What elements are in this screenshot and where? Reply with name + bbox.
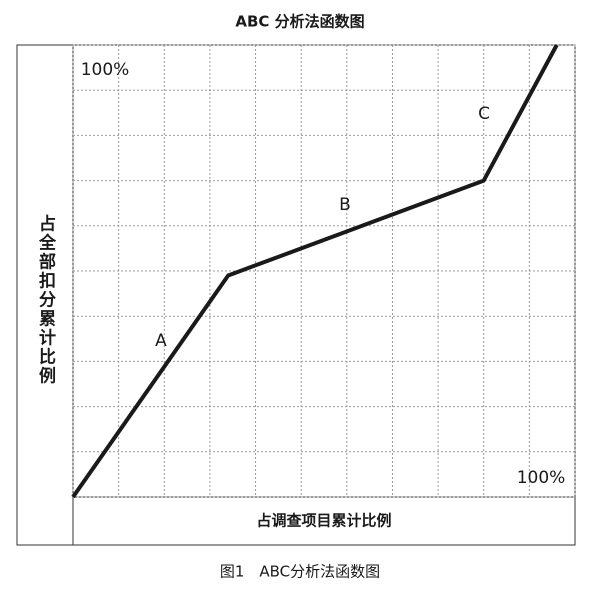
x-axis-label: 占调查项目累计比例 [256, 512, 391, 530]
chart-title: ABC 分析法函数图 [235, 13, 364, 31]
annotation: B [339, 195, 351, 215]
caption: 图1 ABC分析法函数图 [220, 563, 380, 581]
annotation: A [155, 331, 167, 351]
annotation: 100% [517, 468, 566, 488]
annotation: C [478, 104, 490, 124]
annotation: 100% [81, 60, 130, 80]
frame [16, 44, 576, 546]
line [71, 44, 559, 499]
y-axis-label: 占全部扣分累计比例 [35, 213, 57, 385]
